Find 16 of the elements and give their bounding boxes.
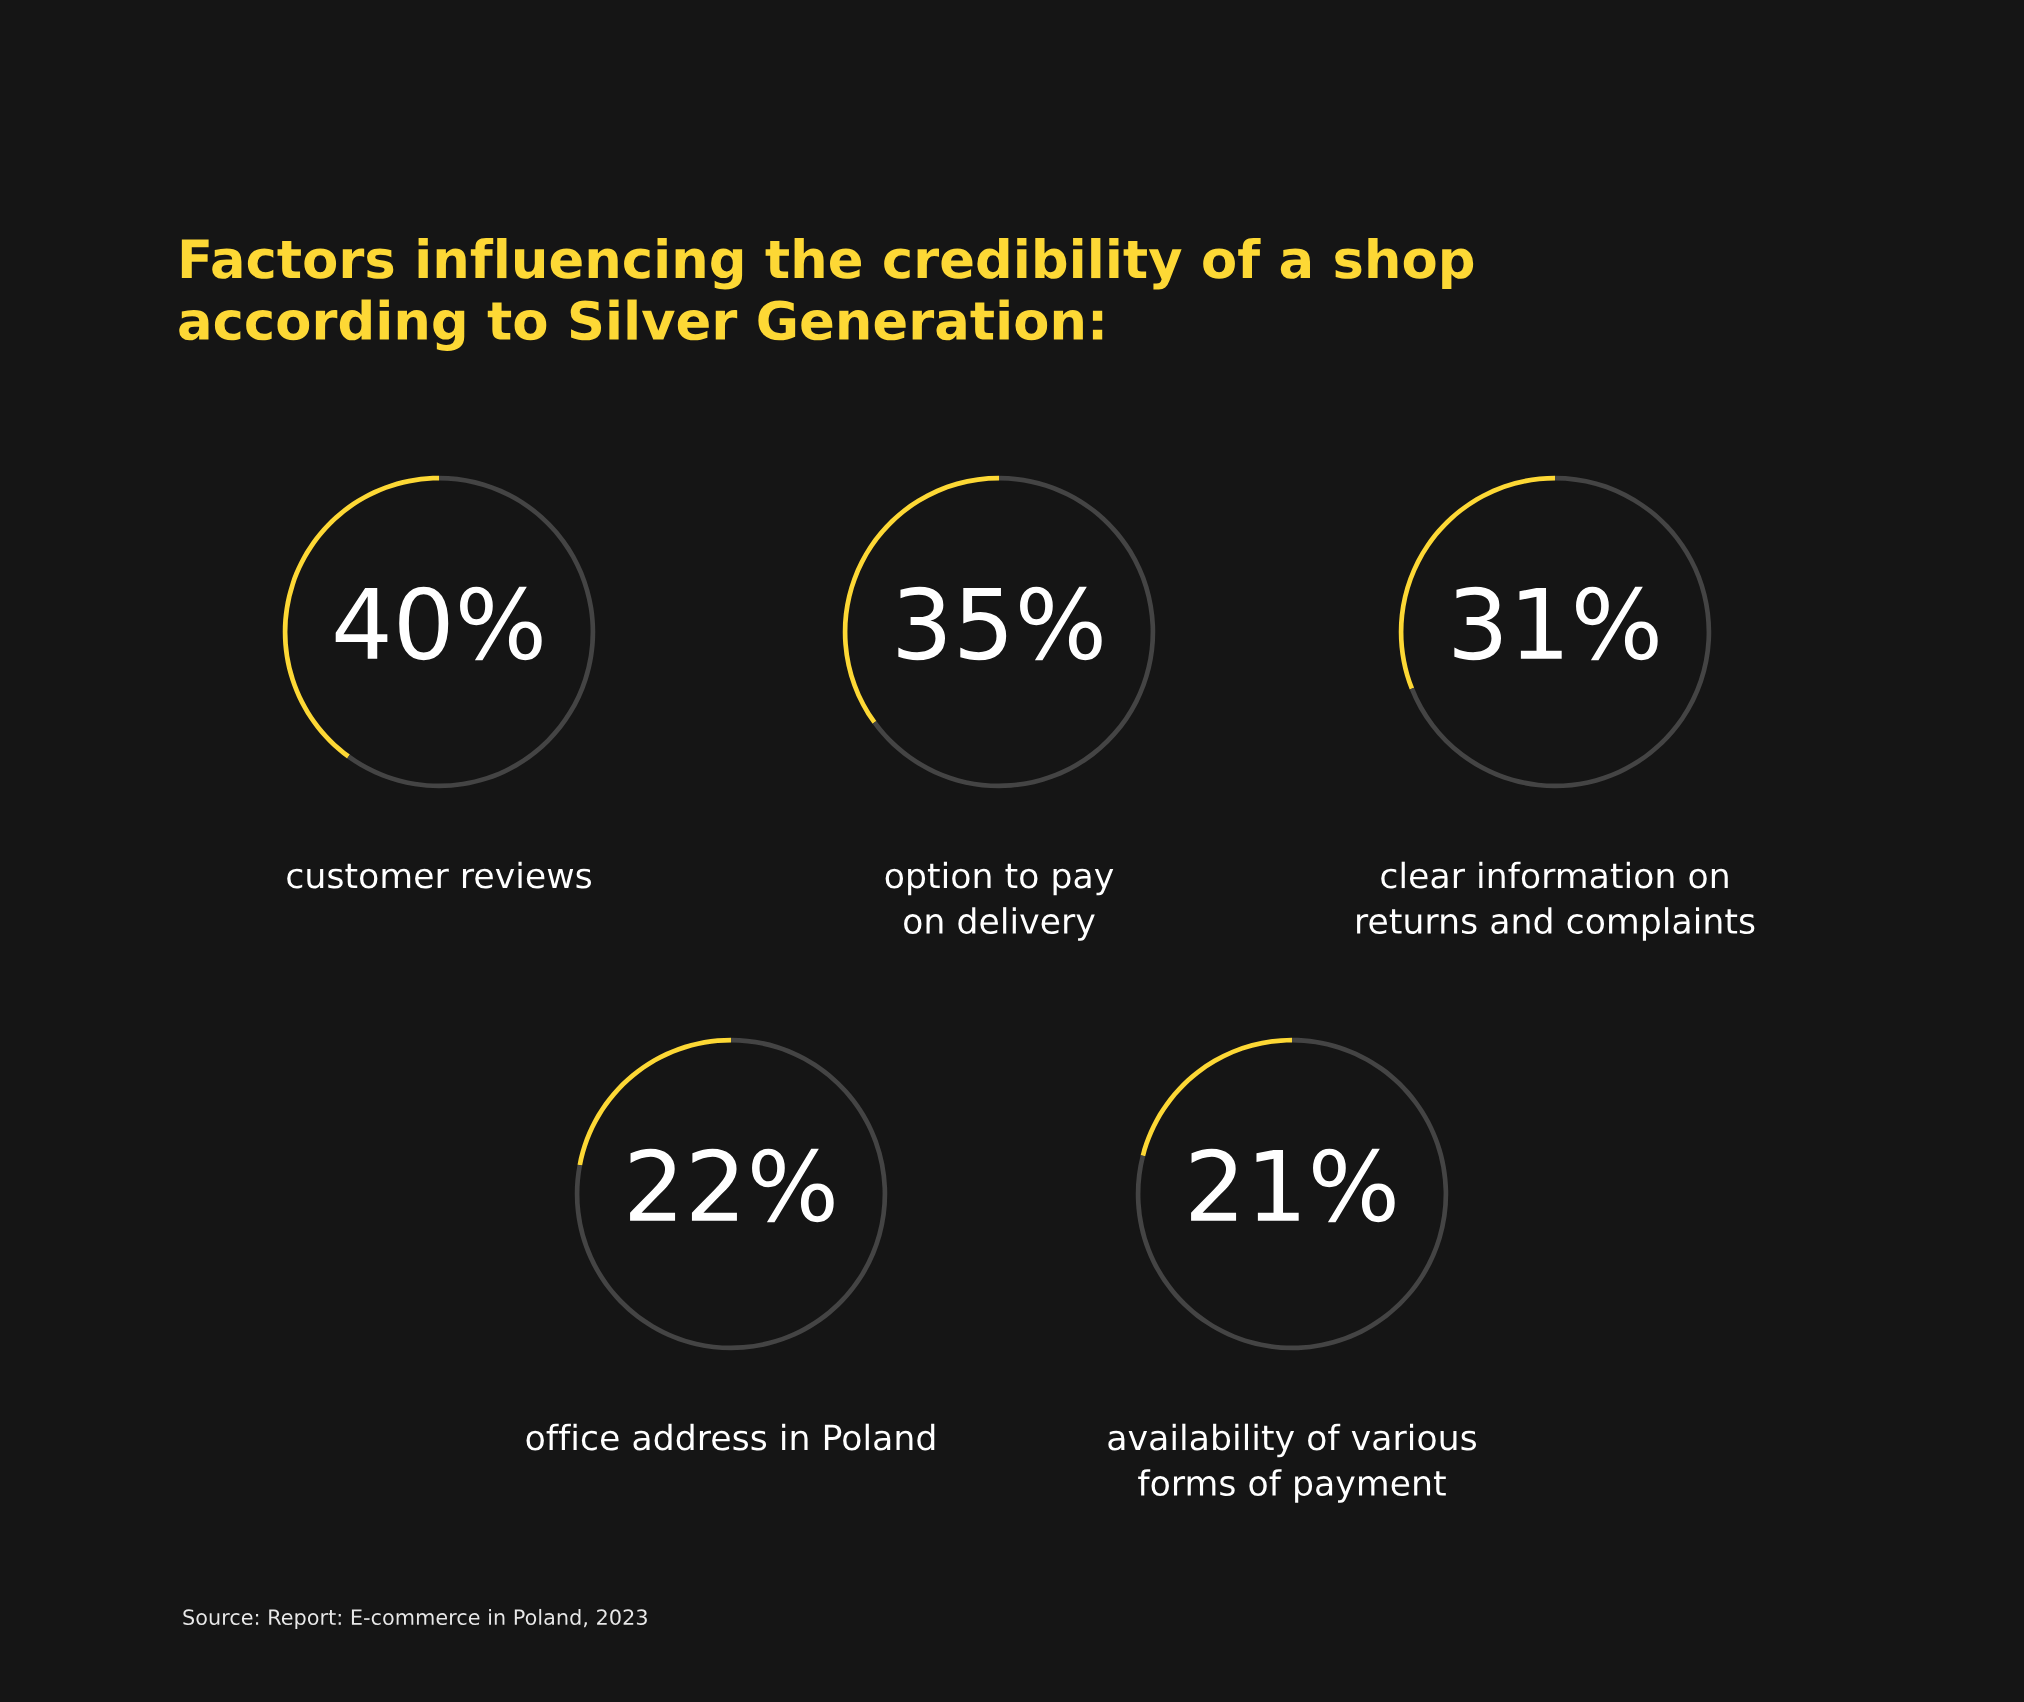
text: clear information on returns and complaints xyxy=(1357,861,1755,941)
data-label: 31% xyxy=(1454,586,1658,661)
text: option to pay on delivery xyxy=(885,861,1114,941)
donut-slice xyxy=(1135,1037,1449,1351)
data-label: 22% xyxy=(630,1148,834,1223)
text: office address in Poland xyxy=(526,1423,935,1451)
data-label: 21% xyxy=(1191,1148,1395,1223)
donut-slice xyxy=(1409,475,1712,789)
source-note: Source: Report: E-commerce in Poland, 2023 xyxy=(183,1608,647,1630)
data-label: 40% xyxy=(335,586,542,661)
donut-slice xyxy=(872,475,1156,789)
text: Factors influencing the credibility of a shop according to Silver Generation: xyxy=(179,238,1474,352)
donut-slice xyxy=(574,1037,888,1351)
text: customer reviews xyxy=(287,861,592,889)
text: availability of various forms of payment xyxy=(1108,1423,1477,1503)
data-label: 35% xyxy=(898,586,1102,661)
